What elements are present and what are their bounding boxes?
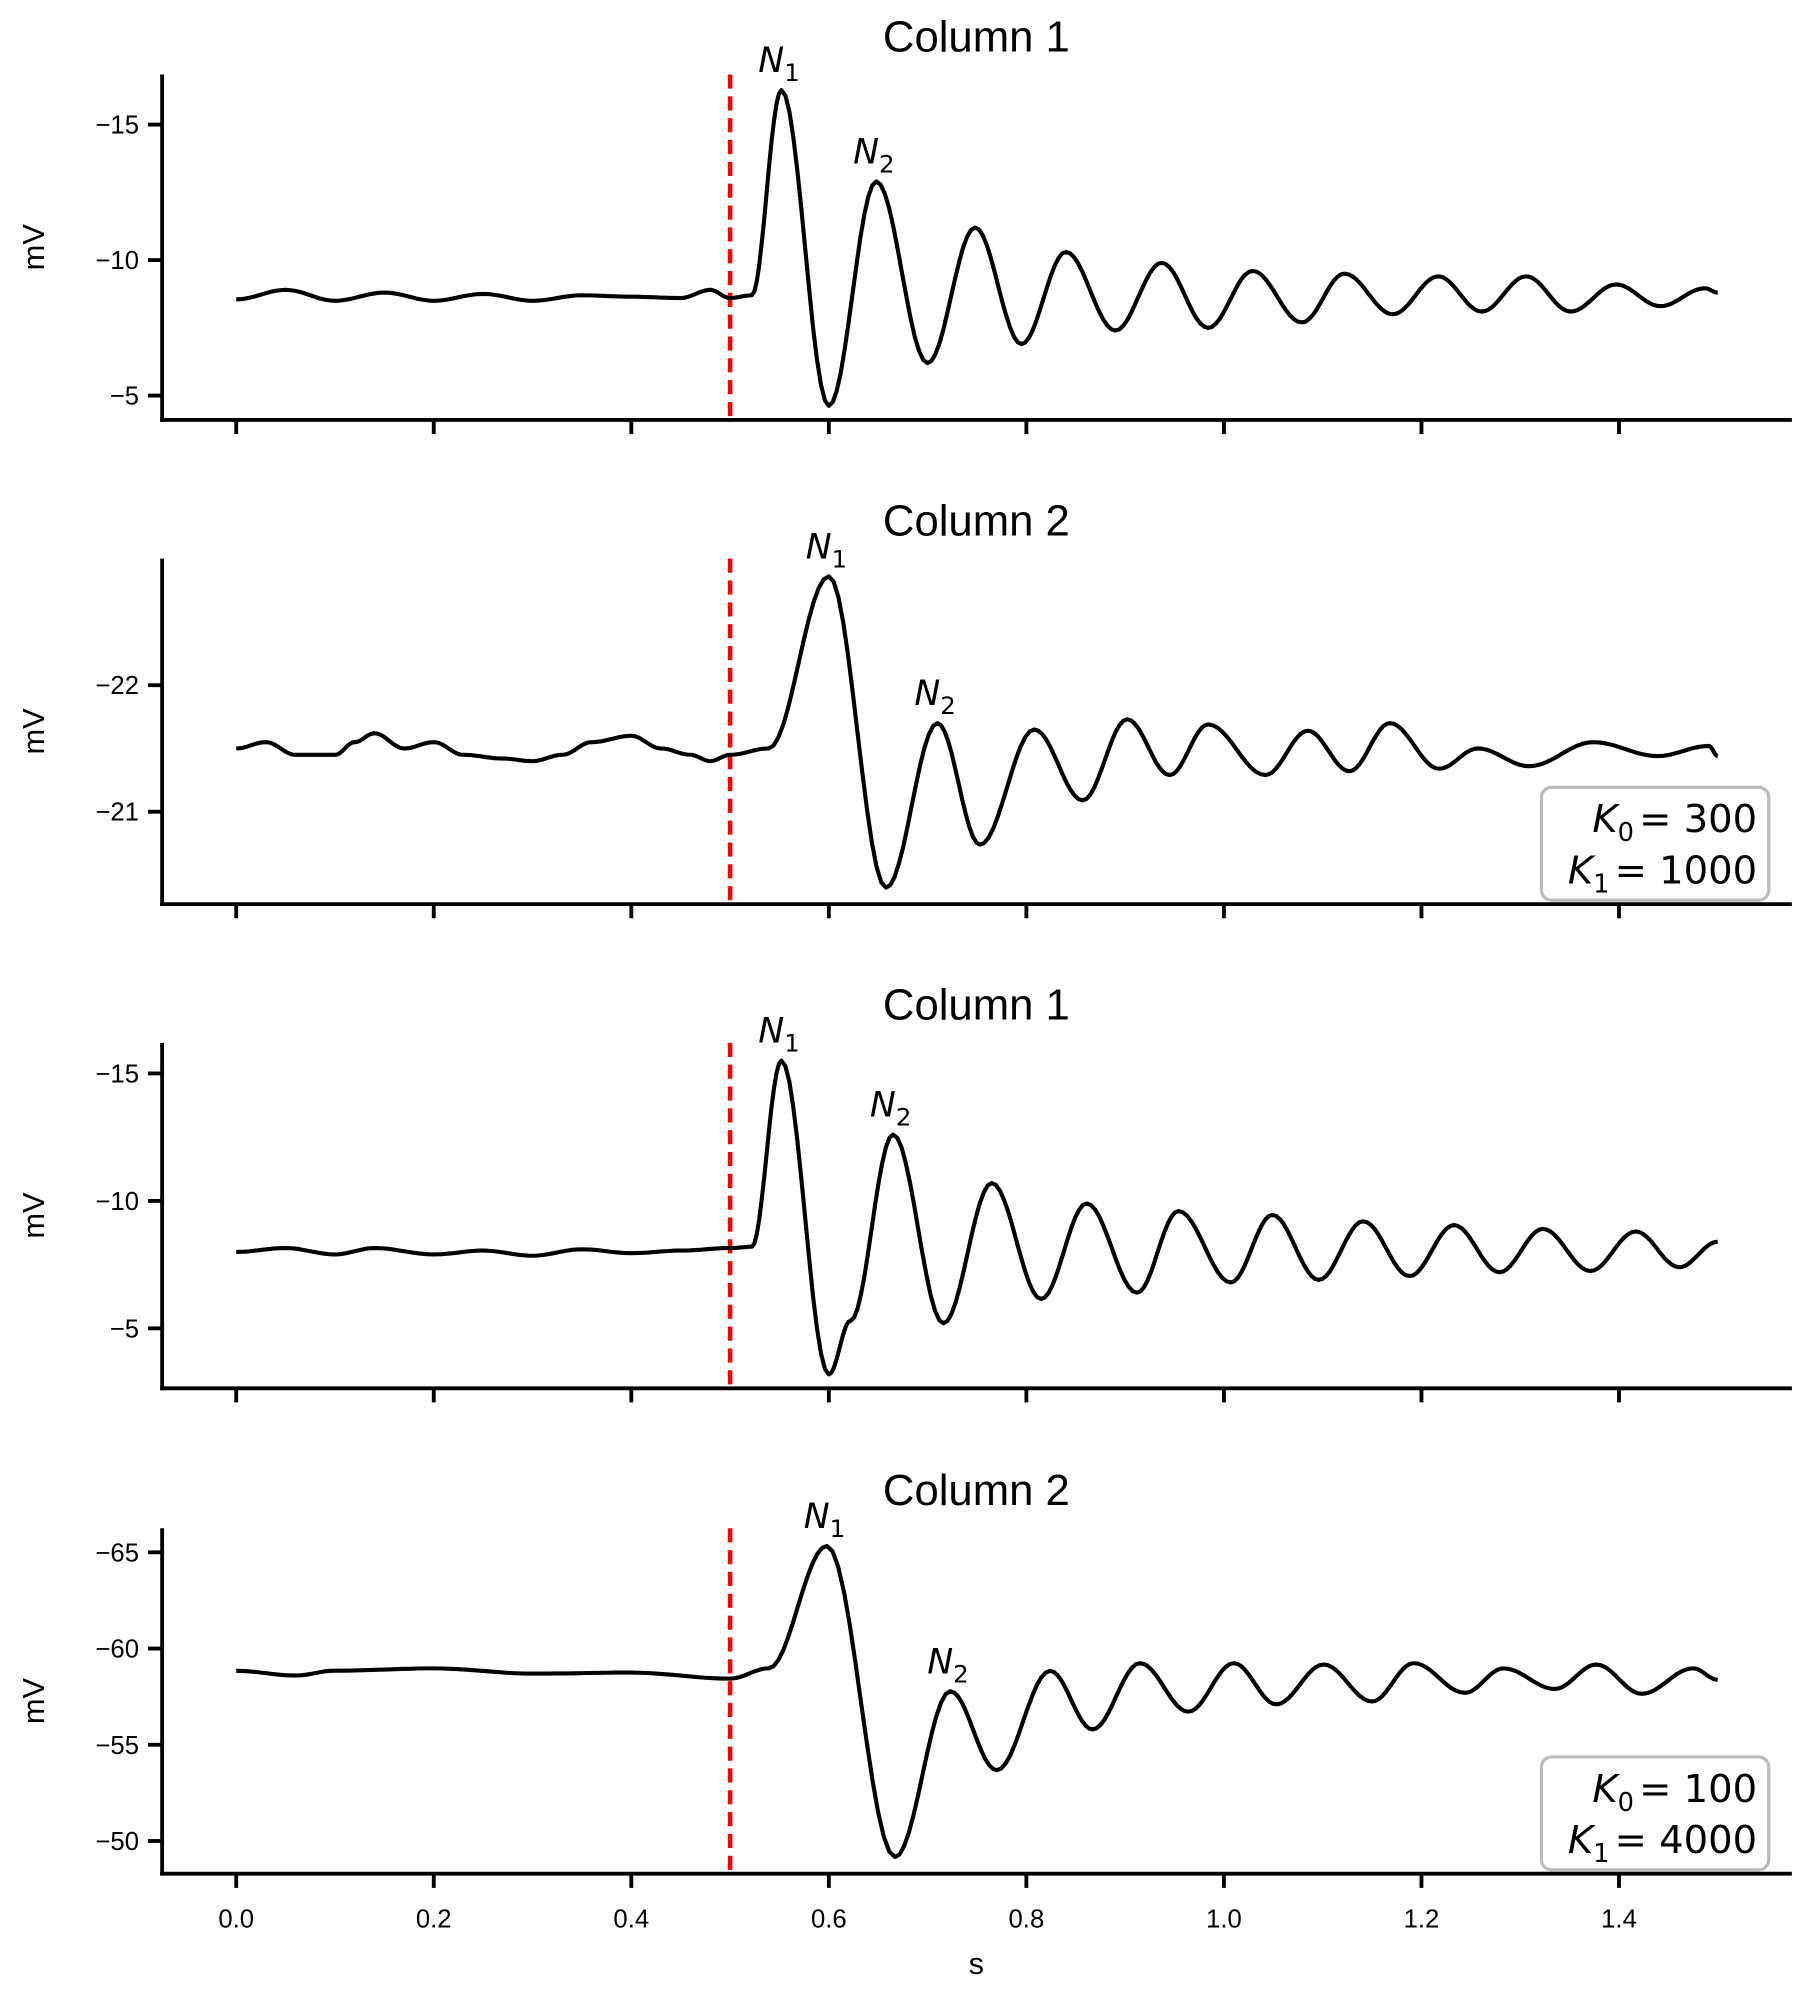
y-tick-label: −60: [95, 1636, 139, 1664]
param-value: = 300: [1639, 797, 1757, 842]
peak-label-n2: N2: [914, 674, 955, 720]
panel-title: Column 1: [883, 981, 1070, 1030]
x-tick-label: 0.4: [613, 1906, 649, 1934]
peak-label-letter: N: [870, 1086, 896, 1126]
k1-parameter: K1 = 4000: [1568, 1818, 1757, 1869]
y-axis-label: mV: [16, 1677, 51, 1724]
peak-label-letter: N: [804, 1497, 830, 1537]
peak-label-subscript: 1: [784, 1029, 800, 1058]
textbox-frame: [1539, 785, 1771, 902]
param-letter: K: [1592, 797, 1620, 842]
peak-label-letter: N: [853, 133, 879, 173]
param-value: = 4000: [1615, 1818, 1758, 1863]
param-subscript: 1: [1593, 1839, 1609, 1869]
panel-title: Column 2: [883, 497, 1070, 546]
y-tick-label: −5: [110, 1315, 139, 1343]
k1-parameter: K1 = 1000: [1568, 849, 1757, 900]
x-tick-label: 1.4: [1601, 1906, 1637, 1934]
y-tick-label: −15: [95, 112, 139, 140]
peak-label-letter: N: [758, 41, 784, 81]
y-axis-label: mV: [16, 224, 51, 271]
peak-label-subscript: 2: [896, 1103, 912, 1132]
x-tick-label: 0.6: [811, 1906, 847, 1934]
x-tick-label: 0.0: [218, 1906, 254, 1934]
peak-label-n2: N2: [853, 133, 894, 179]
param-value: = 100: [1639, 1767, 1757, 1812]
peak-label-letter: N: [914, 674, 940, 714]
param-letter: K: [1592, 1767, 1620, 1812]
x-tick-label: 0.2: [416, 1906, 452, 1934]
param-subscript: 0: [1618, 818, 1634, 848]
peak-label-subscript: 1: [830, 1514, 846, 1543]
peak-label-n1: N1: [758, 41, 799, 87]
peak-label-subscript: 2: [940, 691, 956, 720]
y-tick-label: −22: [95, 672, 139, 700]
y-tick-label: −21: [95, 799, 139, 827]
peak-label-n1: N1: [804, 1497, 845, 1543]
x-tick-label: 1.2: [1404, 1906, 1440, 1934]
k0-parameter: K0 = 300: [1592, 797, 1757, 848]
peak-label-letter: N: [927, 1642, 953, 1682]
peak-label-n2: N2: [870, 1086, 911, 1132]
peak-label-subscript: 2: [879, 150, 895, 179]
x-tick-label: 1.0: [1206, 1906, 1242, 1934]
signal-trace: [236, 88, 1719, 408]
peak-label-subscript: 2: [953, 1659, 969, 1688]
param-letter: K: [1568, 1818, 1596, 1863]
panel-title: Column 1: [883, 12, 1070, 61]
y-tick-label: −65: [95, 1539, 139, 1567]
y-tick-label: −55: [95, 1732, 139, 1760]
y-tick-label: −10: [95, 247, 139, 275]
y-axis-label: mV: [16, 708, 51, 755]
peak-label-subscript: 1: [784, 58, 800, 87]
y-tick-label: −50: [95, 1828, 139, 1856]
param-value: = 1000: [1615, 849, 1758, 894]
param-subscript: 1: [1593, 870, 1609, 900]
y-tick-label: −5: [110, 383, 139, 411]
panel-title: Column 2: [883, 1466, 1070, 1515]
signal-trace: [236, 1543, 1718, 1860]
x-axis-label: s: [969, 1946, 984, 1981]
param-letter: K: [1568, 849, 1596, 894]
signal-trace: [236, 1058, 1719, 1377]
x-tick-label: 0.8: [1009, 1906, 1045, 1934]
peak-label-n2: N2: [927, 1642, 968, 1688]
y-tick-label: −10: [95, 1188, 139, 1216]
peak-label-letter: N: [758, 1012, 784, 1052]
signal-trace: [236, 574, 1720, 890]
y-axis-label: mV: [16, 1192, 51, 1239]
k0-parameter: K0 = 100: [1592, 1767, 1757, 1818]
peak-label-subscript: 1: [832, 544, 848, 573]
y-tick-label: −15: [95, 1060, 139, 1088]
param-subscript: 0: [1618, 1788, 1634, 1818]
peak-label-n1: N1: [806, 527, 847, 573]
peak-label-letter: N: [806, 527, 832, 567]
textbox-frame: [1539, 1755, 1771, 1872]
peak-label-n1: N1: [758, 1012, 799, 1058]
